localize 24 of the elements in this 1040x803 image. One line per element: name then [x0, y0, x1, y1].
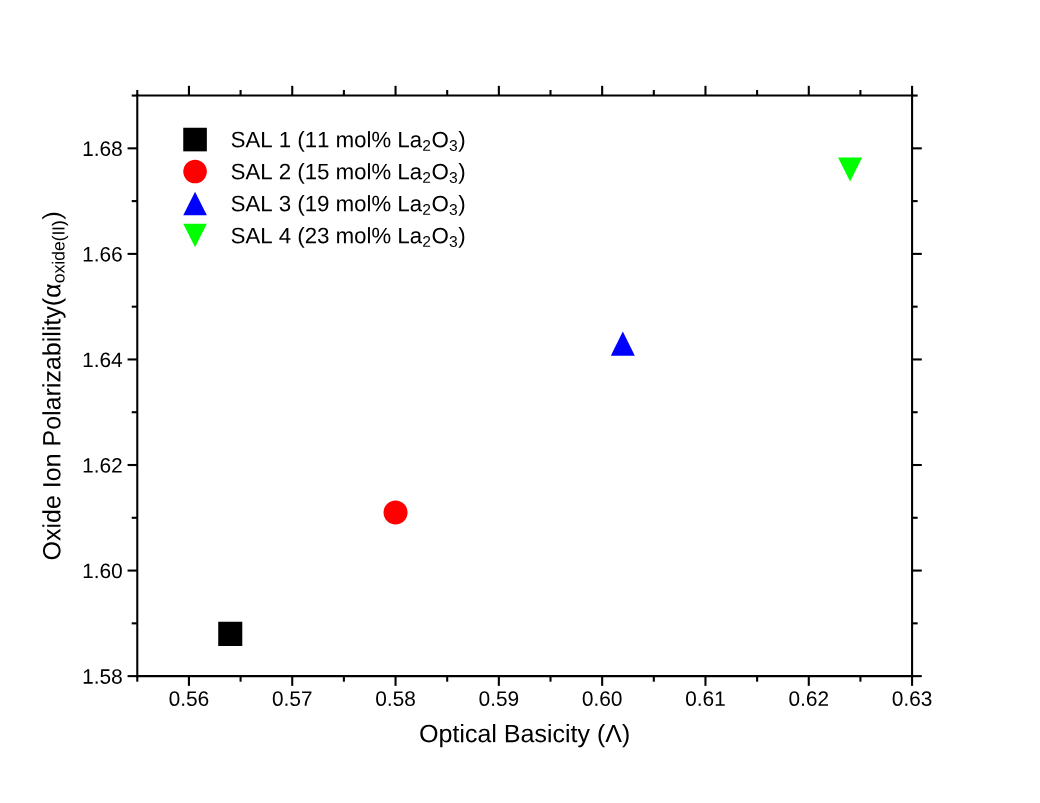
y-tick-label: 1.62: [83, 458, 122, 473]
x-axis-title: Optical Basicity (Λ): [420, 724, 629, 748]
point: [610, 331, 635, 356]
point: [838, 157, 863, 182]
x-tick-label: 0.60: [582, 691, 622, 707]
x-tick-label: 0.56: [169, 691, 209, 707]
legend-label: SAL 2 (15 mol% La$_{2}$O$_{3}$): [231, 163, 465, 184]
x-tick-label: 0.62: [789, 691, 828, 707]
legend-label: SAL 3 (19 mol% La$_{2}$O$_{3}$): [231, 195, 465, 216]
point: [218, 621, 243, 646]
x-tick-label: 0.58: [376, 691, 415, 707]
y-axis-title: Oxide Ion Polarizability(α$_{oxide(II)}$): [42, 212, 69, 560]
x-tick-label: 0.63: [892, 691, 932, 707]
x-tick-label: 0.61: [686, 691, 725, 707]
legend-label: SAL 4 (23 mol% La$_{2}$O$_{3}$): [231, 227, 465, 248]
y-tick-label: 1.60: [83, 563, 122, 579]
legend-label: SAL 1 (11 mol% La$_{2}$O$_{3}$): [231, 131, 465, 152]
x-tick-label: 0.59: [479, 691, 519, 707]
y-tick-label: 1.64: [83, 352, 123, 368]
y-tick-label: 1.66: [83, 246, 122, 262]
y-tick-label: 1.58: [83, 669, 122, 684]
point: [383, 500, 408, 525]
x-tick-label: 0.57: [272, 691, 312, 707]
y-tick-label: 1.68: [83, 141, 122, 157]
